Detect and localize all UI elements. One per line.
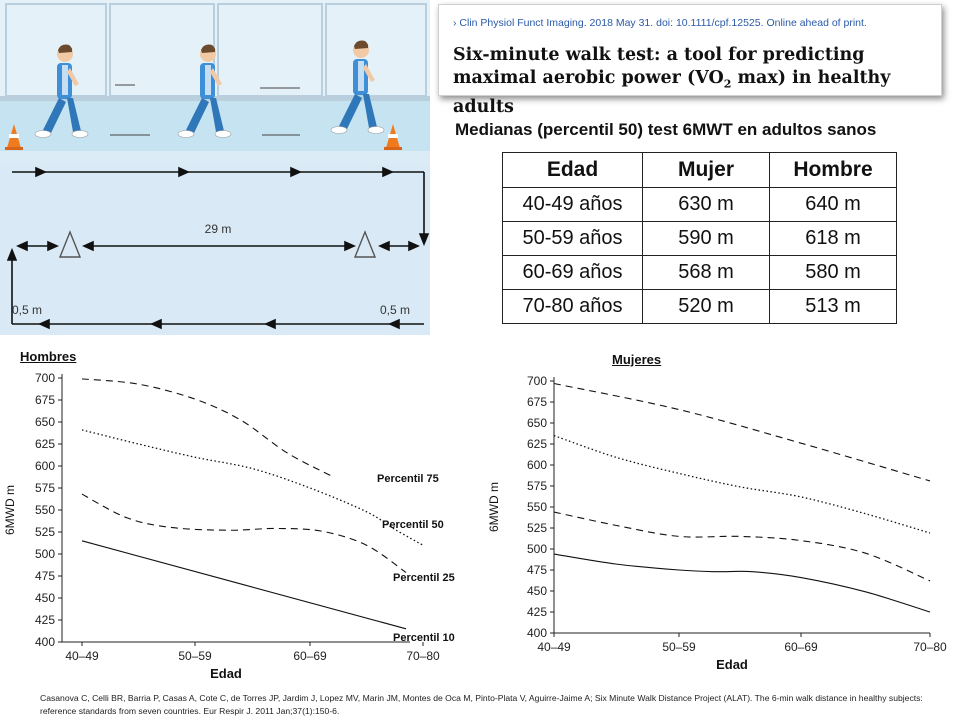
y-tick-label: 575 xyxy=(35,481,55,495)
series-line-4 xyxy=(553,553,931,613)
chart-heading-mujeres: Mujeres xyxy=(612,352,662,367)
x-tick-label: 50–59 xyxy=(662,640,696,654)
series-line-3 xyxy=(81,493,407,573)
cell-age: 50-59 años xyxy=(502,221,643,256)
cell-women: 520 m xyxy=(642,289,770,324)
table-row: 50-59 años 590 m 618 m xyxy=(502,221,897,256)
citation-card: › Clin Physiol Funct Imaging. 2018 May 3… xyxy=(438,4,942,117)
y-tick-label: 675 xyxy=(35,393,55,407)
y-tick-label: 475 xyxy=(35,569,55,583)
y-tick-label: 650 xyxy=(527,416,547,430)
cell-age: 70-80 años xyxy=(502,289,643,324)
y-tick-label: 525 xyxy=(527,521,547,535)
y-tick-label: 625 xyxy=(35,437,55,451)
x-tick-label: 60–69 xyxy=(293,649,327,663)
y-tick-label: 425 xyxy=(527,605,547,619)
cell-age: 40-49 años xyxy=(502,187,643,222)
y-axis-label: 6MWD m xyxy=(3,485,17,535)
cell-men: 513 m xyxy=(769,289,897,324)
series-label: Percentil 75 xyxy=(377,473,439,485)
citation-title: Six-minute walk test: a tool for predict… xyxy=(453,45,891,117)
series-label: Percentil 10 xyxy=(393,632,455,644)
series-label: Percentil 25 xyxy=(393,572,455,584)
cell-women: 590 m xyxy=(642,221,770,256)
cone-left-icon xyxy=(5,124,23,150)
table-row: 60-69 años 568 m 580 m xyxy=(502,255,897,290)
x-tick-label: 40–49 xyxy=(537,640,571,654)
y-tick-label: 500 xyxy=(527,542,547,556)
table-title: Medianas (percentil 50) test 6MWT en adu… xyxy=(455,120,877,139)
chart-heading-hombres: Hombres xyxy=(20,349,77,364)
table-row: 70-80 años 520 m 513 m xyxy=(502,289,897,324)
y-tick-label: 575 xyxy=(527,479,547,493)
y-tick-label: 550 xyxy=(35,503,55,517)
table-header-row: Edad Mujer Hombre xyxy=(502,152,897,188)
y-tick-label: 525 xyxy=(35,525,55,539)
chart-hombres: 400 425 450 475 500 525 550 575 600 625 650 675 700 4… xyxy=(3,371,455,681)
x-tick-label: 40–49 xyxy=(65,649,99,663)
y-tick-label: 700 xyxy=(527,374,547,388)
table-row: 40-49 años 630 m 640 m xyxy=(502,187,897,222)
series-line-1 xyxy=(553,382,931,482)
y-axis-label: 6MWD m xyxy=(487,482,501,532)
header-hombre: Hombre xyxy=(769,152,897,188)
cell-age: 60-69 años xyxy=(502,255,643,290)
x-axis-label: Edad xyxy=(210,666,242,681)
cone-right-icon xyxy=(384,124,402,150)
y-tick-label: 600 xyxy=(35,459,55,473)
y-tick-label: 625 xyxy=(527,437,547,451)
series-line-4 xyxy=(81,540,407,630)
y-tick-label: 425 xyxy=(35,613,55,627)
y-tick-label: 400 xyxy=(35,635,55,649)
cell-men: 618 m xyxy=(769,221,897,256)
y-tick-label: 600 xyxy=(527,458,547,472)
chevron-right-icon: › xyxy=(453,17,460,29)
y-tick-label: 675 xyxy=(527,395,547,409)
cell-women: 568 m xyxy=(642,255,770,290)
series-line-3 xyxy=(553,511,931,582)
x-axis-label: Edad xyxy=(716,657,748,672)
margin-left-label: 0,5 m xyxy=(12,303,42,317)
y-tick-label: 550 xyxy=(527,500,547,514)
series-line-1 xyxy=(81,378,333,478)
marker-right-icon xyxy=(353,230,377,258)
margin-right-label: 0,5 m xyxy=(380,303,410,317)
cell-men: 640 m xyxy=(769,187,897,222)
cell-women: 630 m xyxy=(642,187,770,222)
distance-label: 29 m xyxy=(205,222,232,236)
y-tick-label: 400 xyxy=(527,626,547,640)
chart-mujeres: 400 425 450 475 500 525 550 575 600 625 650 675 700 4… xyxy=(487,374,947,672)
y-tick-label: 450 xyxy=(527,584,547,598)
marker-left-icon xyxy=(58,230,82,258)
walk-test-illustration: 29 m 0,5 m 0,5 m xyxy=(0,0,430,335)
citation-reference[interactable]: › Clin Physiol Funct Imaging. 2018 May 3… xyxy=(453,17,867,29)
x-tick-label: 60–69 xyxy=(784,640,818,654)
x-tick-label: 50–59 xyxy=(178,649,212,663)
footer-citation: Casanova C, Celli BR, Barria P, Casas A,… xyxy=(40,693,923,716)
y-tick-label: 500 xyxy=(35,547,55,561)
y-tick-label: 450 xyxy=(35,591,55,605)
x-tick-label: 70–80 xyxy=(406,649,440,663)
x-tick-label: 70–80 xyxy=(913,640,947,654)
y-tick-label: 650 xyxy=(35,415,55,429)
header-edad: Edad xyxy=(502,152,643,188)
y-tick-label: 700 xyxy=(35,371,55,385)
header-mujer: Mujer xyxy=(642,152,770,188)
series-label: Percentil 50 xyxy=(382,519,444,531)
y-tick-label: 475 xyxy=(527,563,547,577)
medians-table: Edad Mujer Hombre 40-49 años 630 m 640 m… xyxy=(502,152,897,324)
series-line-2 xyxy=(553,434,931,534)
series-line-2 xyxy=(81,429,424,546)
cell-men: 580 m xyxy=(769,255,897,290)
